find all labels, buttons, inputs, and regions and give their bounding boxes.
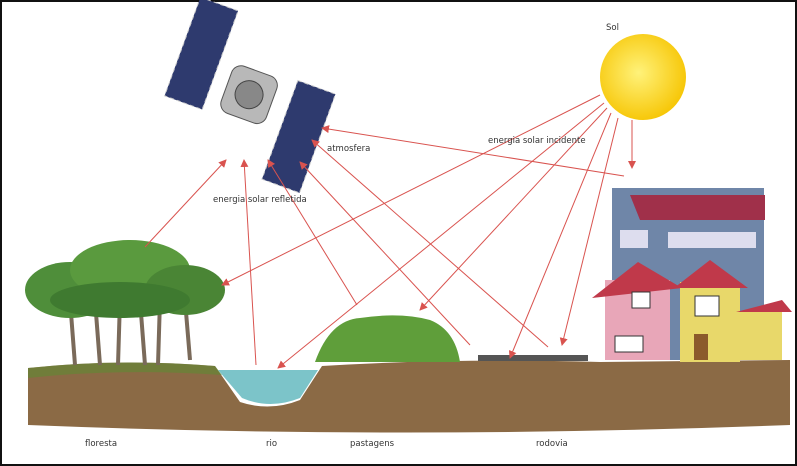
label-pasture: pastagens — [350, 439, 395, 449]
label-incident: energia solar incidente — [488, 136, 586, 146]
label-reflected: energia solar refletida — [213, 195, 307, 205]
label-forest: floresta — [85, 439, 117, 449]
label-road: rodovia — [536, 439, 568, 449]
buildings — [592, 188, 792, 362]
diagram: Sol atmosfera energia solar incidente en… — [0, 0, 797, 466]
road — [478, 355, 588, 361]
sun — [600, 34, 686, 120]
label-atmosphere: atmosfera — [327, 144, 370, 154]
label-river: rio — [266, 439, 277, 449]
label-sun: Sol — [606, 23, 619, 33]
